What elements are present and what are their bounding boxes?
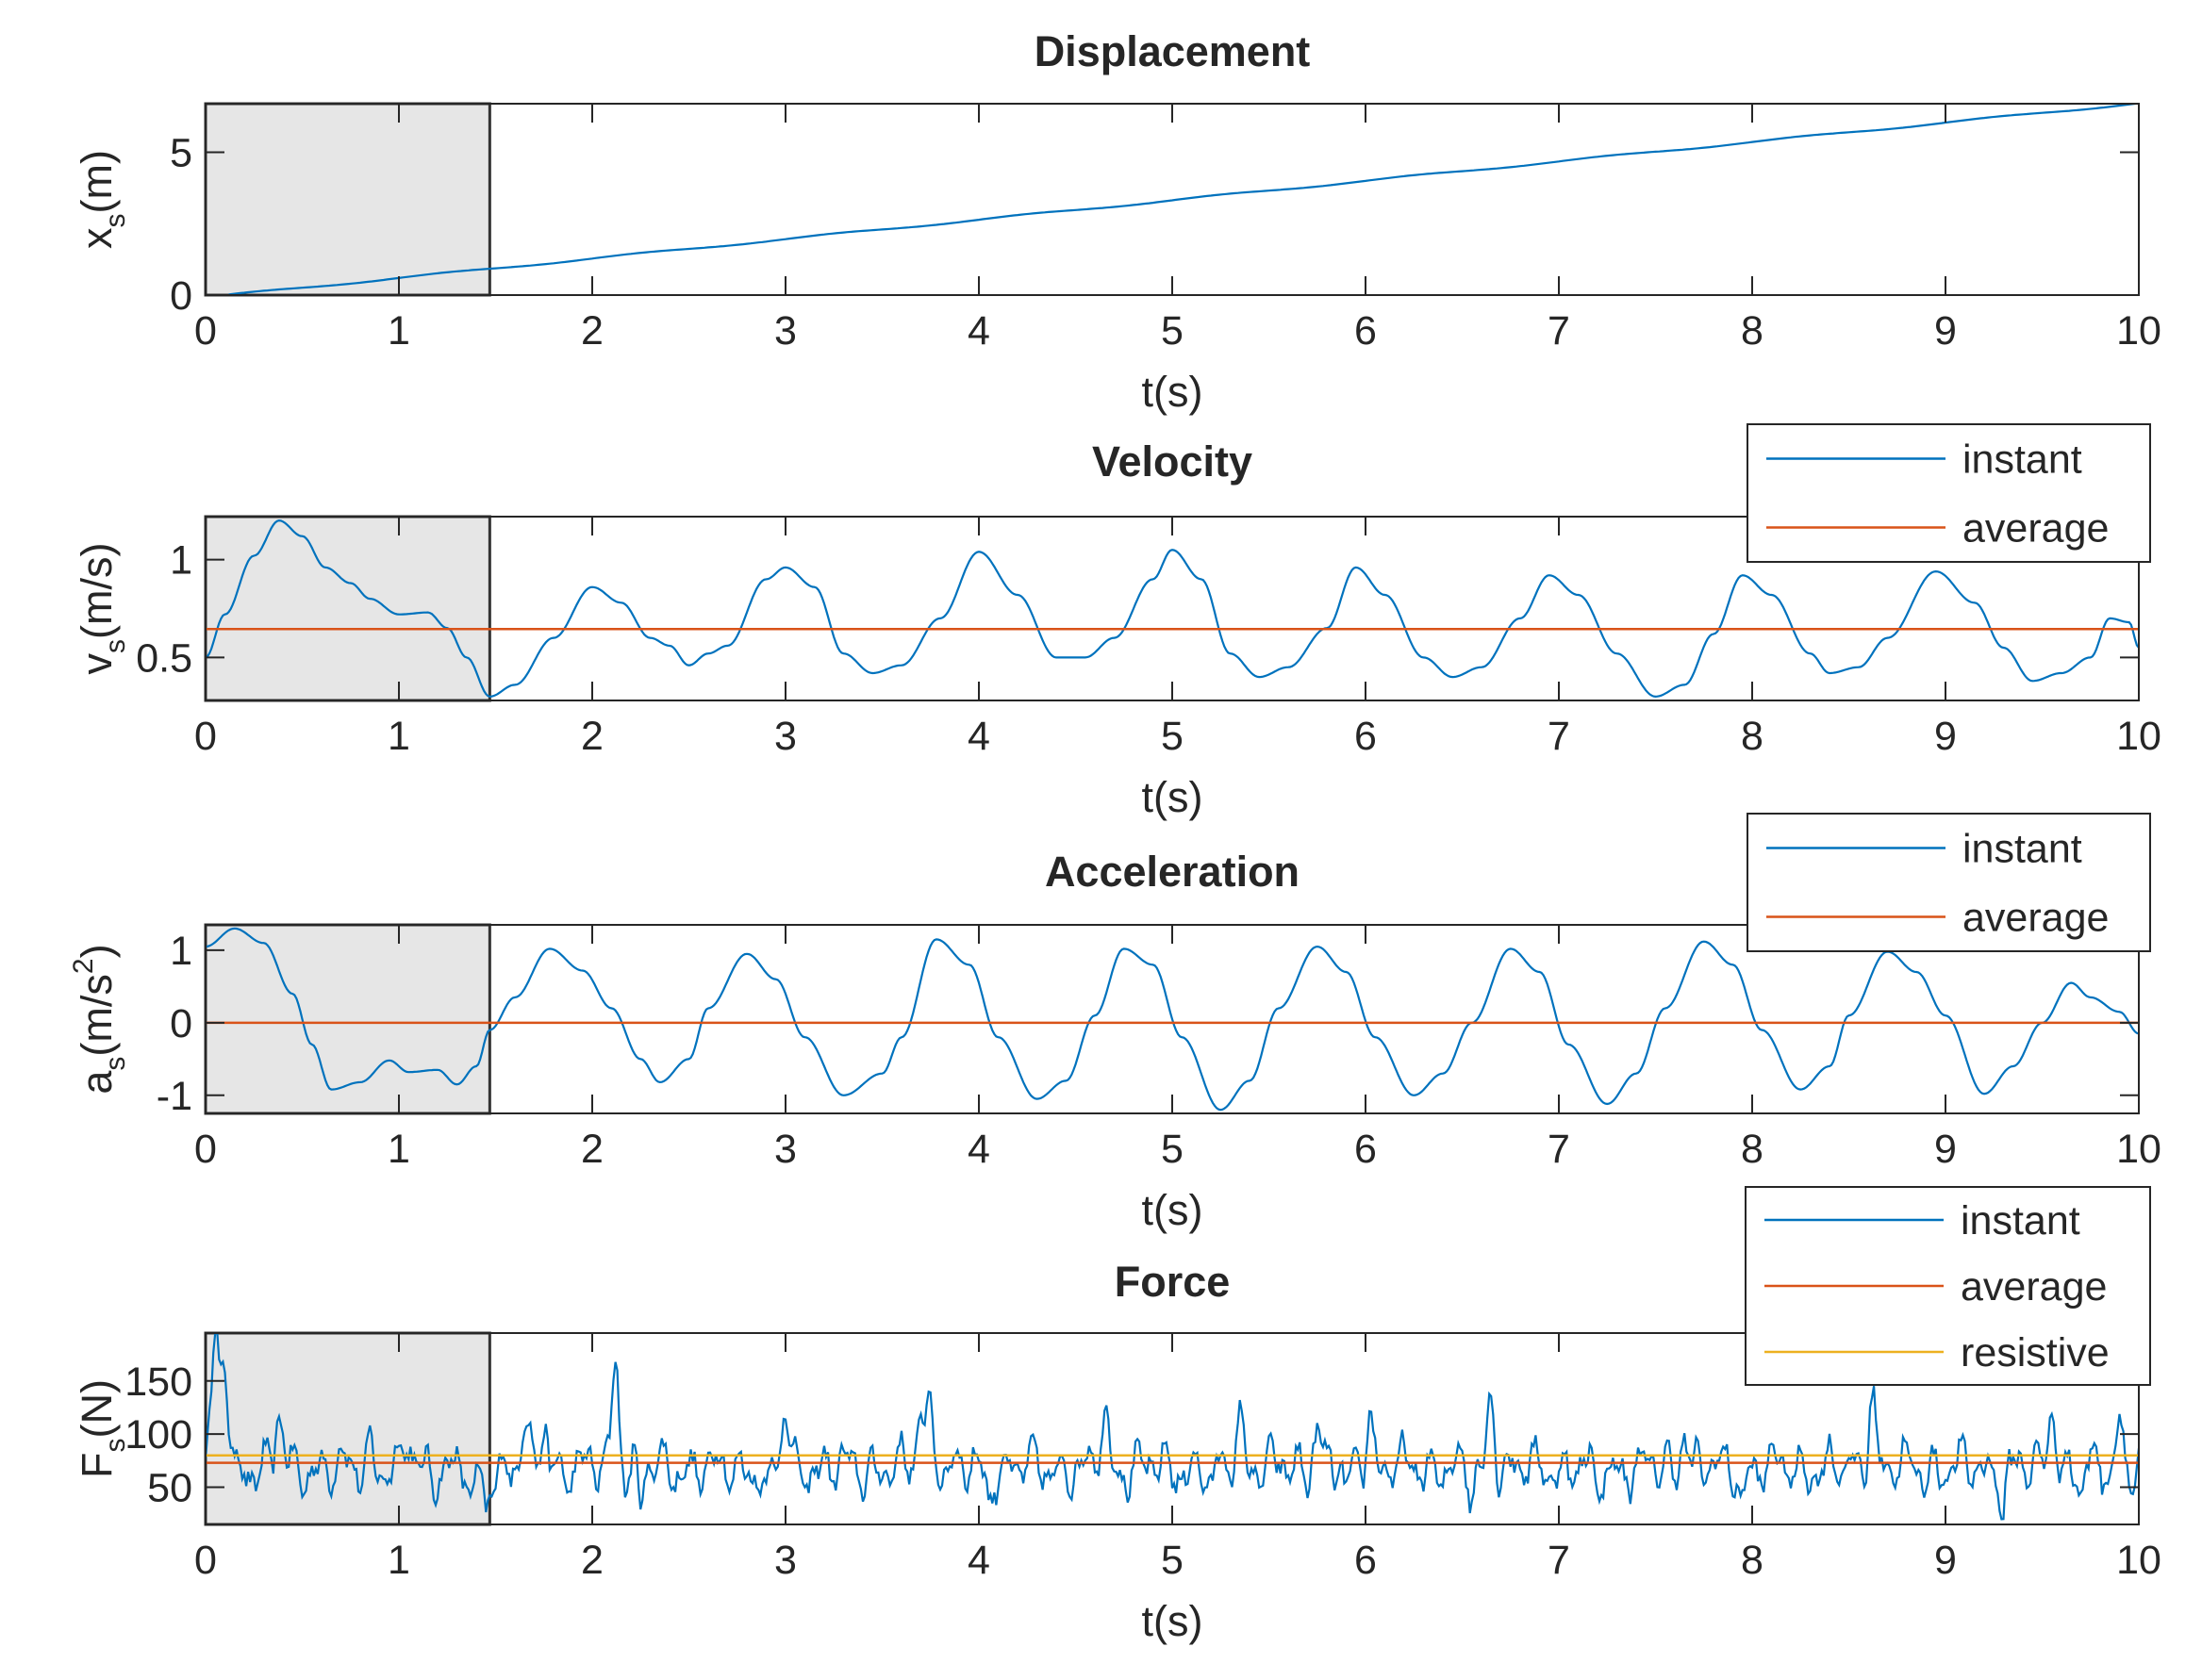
x-tick-label: 0 bbox=[194, 1127, 217, 1172]
y-tick-label: 1 bbox=[170, 538, 192, 584]
chart-title: Displacement bbox=[1035, 27, 1311, 75]
y-axis-label: vs(m/s) bbox=[73, 543, 131, 675]
x-tick-label: 10 bbox=[2116, 714, 2161, 759]
subplot-velocity: 0 1 2 3 4 5 6 7 8 9 10 0.5 1 Velocity t(s) vs(m/s) insta… bbox=[73, 423, 2161, 821]
x-tick-label: 8 bbox=[1741, 1127, 1763, 1172]
x-tick-label: 1 bbox=[388, 1538, 410, 1583]
legend: instant average resistive bbox=[1745, 1186, 2151, 1386]
x-axis-label: t(s) bbox=[1142, 368, 1203, 416]
x-tick-label: 0 bbox=[194, 308, 217, 354]
x-tick-label: 9 bbox=[1934, 1538, 1957, 1583]
x-tick-label: 7 bbox=[1548, 1127, 1570, 1172]
x-tick-label: 8 bbox=[1741, 714, 1763, 759]
x-tick-label: 4 bbox=[968, 308, 990, 354]
x-tick-label: 5 bbox=[1161, 1127, 1184, 1172]
plot-area bbox=[206, 927, 2139, 1112]
legend-label-resistive: resistive bbox=[1961, 1330, 2110, 1375]
chart-title: Velocity bbox=[1092, 437, 1252, 486]
x-tick-label: 9 bbox=[1934, 714, 1957, 759]
x-tick-label: 0 bbox=[194, 1538, 217, 1583]
x-axis-label: t(s) bbox=[1142, 1597, 1203, 1645]
y-tick-label: 150 bbox=[124, 1359, 192, 1405]
legend-label-average: average bbox=[1962, 506, 2109, 552]
x-tick-label: 5 bbox=[1161, 1538, 1184, 1583]
chart-title: Force bbox=[1115, 1258, 1231, 1306]
x-tick-label: 3 bbox=[774, 1538, 797, 1583]
y-tick-label: 5 bbox=[170, 131, 192, 176]
subplot-acceleration: 0 1 2 3 4 5 6 7 8 9 10-101Accelerationt(s)as(m/s2)… bbox=[68, 813, 2161, 1234]
x-tick-label: 9 bbox=[1934, 308, 1957, 354]
x-tick-label: 4 bbox=[968, 1538, 990, 1583]
legend-label-instant: instant bbox=[1962, 827, 2082, 872]
x-tick-label: 0 bbox=[194, 714, 217, 759]
x-tick-label: 8 bbox=[1741, 1538, 1763, 1583]
x-axis-label: t(s) bbox=[1142, 773, 1203, 821]
x-axis-label: t(s) bbox=[1142, 1186, 1203, 1234]
plot-area bbox=[206, 1333, 2139, 1521]
y-tick-label: 1 bbox=[170, 929, 192, 974]
shaded-region bbox=[204, 515, 491, 702]
series-instant-line bbox=[206, 1333, 2139, 1521]
y-tick-label: 0 bbox=[170, 1001, 192, 1046]
x-tick-label: 4 bbox=[968, 714, 990, 759]
x-tick-label: 10 bbox=[2116, 308, 2161, 354]
series-instant-line bbox=[206, 519, 2139, 699]
x-tick-label: 7 bbox=[1548, 308, 1570, 354]
x-tick-label: 2 bbox=[581, 1127, 604, 1172]
x-tick-label: 2 bbox=[581, 714, 604, 759]
shaded-region bbox=[204, 102, 491, 297]
x-tick-label: 3 bbox=[774, 308, 797, 354]
subplot-force: 0 1 2 3 4 5 6 7 8 9 10 50 100 150 Force t(s) Fs(N) instan… bbox=[73, 1186, 2161, 1645]
y-axis-label: xs(m) bbox=[73, 150, 131, 249]
x-tick-label: 6 bbox=[1354, 308, 1377, 354]
plot-area bbox=[228, 104, 2139, 295]
x-tick-label: 1 bbox=[388, 714, 410, 759]
shaded-region bbox=[204, 1331, 491, 1526]
chart-title: Acceleration bbox=[1045, 848, 1300, 896]
y-tick-label: 100 bbox=[124, 1412, 192, 1458]
legend-label-average: average bbox=[1962, 896, 2109, 941]
x-tick-label: 9 bbox=[1934, 1127, 1957, 1172]
y-tick-label: 0.5 bbox=[136, 635, 192, 681]
x-tick-label: 1 bbox=[388, 1127, 410, 1172]
series-instant-line bbox=[206, 927, 2139, 1112]
y-tick-label: 50 bbox=[147, 1466, 192, 1511]
x-tick-label: 3 bbox=[774, 1127, 797, 1172]
x-tick-label: 1 bbox=[388, 308, 410, 354]
x-tick-label: 10 bbox=[2116, 1538, 2161, 1583]
legend-box bbox=[1747, 813, 2151, 952]
x-tick-label: 5 bbox=[1161, 308, 1184, 354]
plot-area bbox=[206, 519, 2139, 699]
y-axis-label: Fs(N) bbox=[73, 1379, 131, 1478]
legend-label-instant: instant bbox=[1961, 1198, 2080, 1244]
y-tick-label: 0 bbox=[170, 273, 192, 319]
legend-box bbox=[1747, 423, 2151, 563]
series-instant-line bbox=[228, 104, 2139, 295]
x-tick-label: 7 bbox=[1548, 1538, 1570, 1583]
x-tick-label: 3 bbox=[774, 714, 797, 759]
y-axis-label: as(m/s2) bbox=[68, 944, 131, 1094]
x-tick-label: 5 bbox=[1161, 714, 1184, 759]
x-tick-label: 10 bbox=[2116, 1127, 2161, 1172]
x-tick-label: 6 bbox=[1354, 714, 1377, 759]
x-tick-label: 8 bbox=[1741, 308, 1763, 354]
legend: instant average bbox=[1747, 813, 2151, 952]
legend-label-average: average bbox=[1961, 1264, 2107, 1309]
x-tick-label: 2 bbox=[581, 308, 604, 354]
x-tick-label: 6 bbox=[1354, 1538, 1377, 1583]
legend-label-instant: instant bbox=[1962, 437, 2082, 483]
y-tick-label: -1 bbox=[157, 1074, 192, 1119]
legend: instant average bbox=[1747, 423, 2151, 563]
x-tick-label: 7 bbox=[1548, 714, 1570, 759]
x-tick-label: 2 bbox=[581, 1538, 604, 1583]
subplot-displacement: 0 1 2 3 4 5 6 7 8 9 10 0 5 Displacement t(s) xs(m) bbox=[73, 27, 2161, 416]
x-tick-label: 4 bbox=[968, 1127, 990, 1172]
x-tick-label: 6 bbox=[1354, 1127, 1377, 1172]
